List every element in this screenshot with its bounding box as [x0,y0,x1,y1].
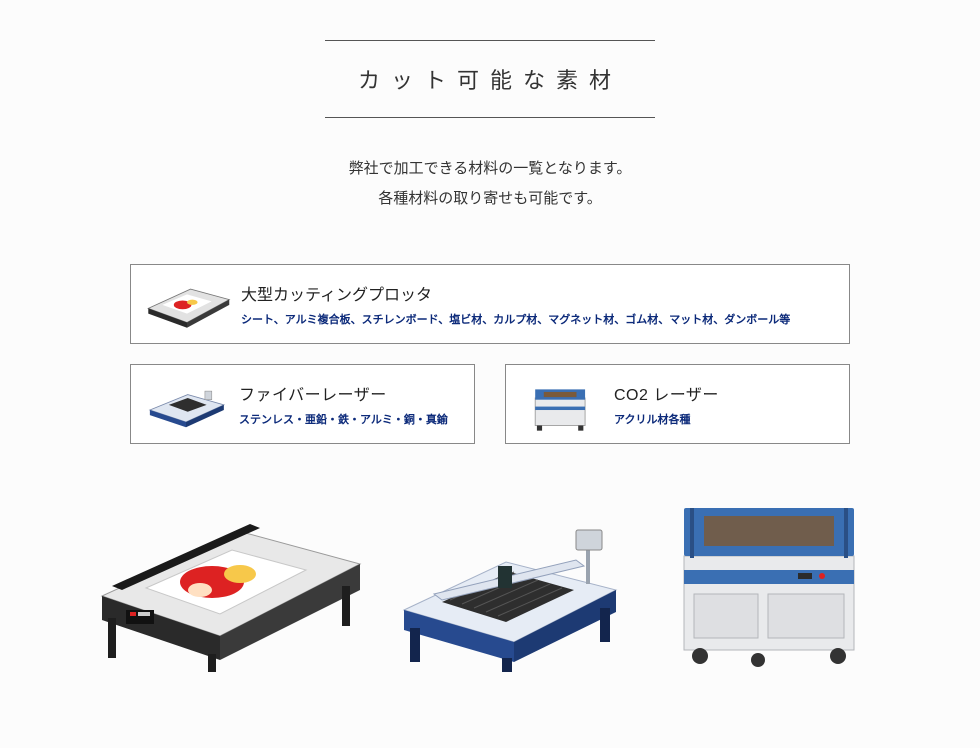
section-title: カット可能な素材 [0,41,980,117]
card-sub: シート、アルミ複合板、スチレンボード、塩ビ材、カルプ材、マグネット材、ゴム材、マ… [241,311,790,327]
card-sub: アクリル材各種 [614,411,719,427]
machines-row [90,494,890,674]
title-rule-bottom [325,117,655,118]
machine-fiber-illustration [390,514,630,674]
machine-plotta-illustration [90,504,370,674]
intro-line: 各種材料の取り寄せも可能です。 [0,184,980,214]
card-title: ファイバーレーザー [239,381,448,405]
card-sub: ステンレス・亜鉛・鉄・アルミ・銅・真鍮 [239,411,448,427]
thumb-plotta-icon [143,272,231,336]
card-text: CO2 レーザー アクリル材各種 [604,381,719,427]
card-title: CO2 レーザー [614,381,719,405]
cards-row-2: ファイバーレーザー ステンレス・亜鉛・鉄・アルミ・銅・真鍮 CO2 レーザー ア… [130,364,850,444]
cards-group: 大型カッティングプロッタ シート、アルミ複合板、スチレンボード、塩ビ材、カルプ材… [130,264,850,444]
card-fiber: ファイバーレーザー ステンレス・亜鉛・鉄・アルミ・銅・真鍮 [130,364,475,444]
card-plotta: 大型カッティングプロッタ シート、アルミ複合板、スチレンボード、塩ビ材、カルプ材… [130,264,850,344]
page-container: カット可能な素材 弊社で加工できる材料の一覧となります。 各種材料の取り寄せも可… [0,0,980,674]
card-co2: CO2 レーザー アクリル材各種 [505,364,850,444]
card-title: 大型カッティングプロッタ [241,281,790,305]
thumb-co2-icon [518,375,604,433]
machine-co2-illustration [650,494,890,674]
card-text: 大型カッティングプロッタ シート、アルミ複合板、スチレンボード、塩ビ材、カルプ材… [231,281,790,327]
card-text: ファイバーレーザー ステンレス・亜鉛・鉄・アルミ・銅・真鍮 [229,381,448,427]
title-block: カット可能な素材 [0,40,980,118]
thumb-fiber-icon [143,375,229,433]
intro-text: 弊社で加工できる材料の一覧となります。 各種材料の取り寄せも可能です。 [0,154,980,214]
intro-line: 弊社で加工できる材料の一覧となります。 [0,154,980,184]
